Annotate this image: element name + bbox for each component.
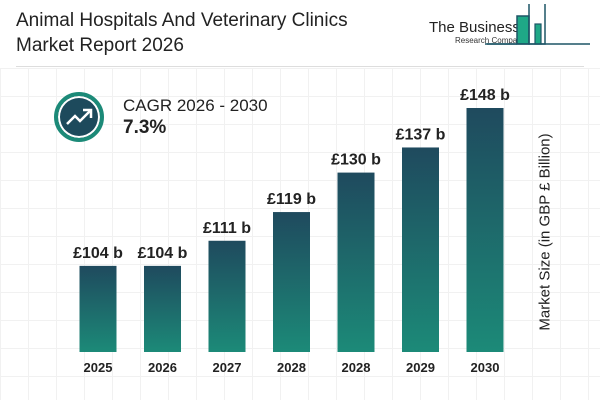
data-label: £148 b (460, 87, 510, 104)
logo: The Business Research Company (425, 4, 595, 48)
logo-text: The Business (429, 19, 520, 36)
x-tick-label: 2030 (471, 360, 500, 375)
data-label: £130 b (331, 152, 381, 169)
x-tick-label: 2029 (406, 360, 435, 375)
title-line-2: Market Report 2026 (16, 35, 184, 56)
bar (402, 147, 439, 352)
x-tick-label: 2025 (84, 360, 113, 375)
trend-up-icon (66, 108, 93, 125)
bar (79, 265, 117, 352)
logo-buildings-icon (485, 4, 590, 45)
bar (466, 108, 504, 352)
bar (273, 212, 310, 352)
logo-subtext: Research Company (455, 36, 526, 45)
bar (144, 265, 181, 352)
page-title: Animal Hospitals And Veterinary Clinics M… (16, 8, 348, 58)
cagr-label: CAGR 2026 - 2030 (123, 96, 268, 115)
data-label: £119 b (267, 191, 316, 208)
cagr-value: 7.3% (123, 117, 167, 138)
data-label: £137 b (396, 126, 446, 143)
data-label: £104 b (138, 245, 188, 262)
data-label: £104 b (73, 245, 123, 262)
bar (337, 172, 375, 352)
cagr-badge (54, 92, 104, 142)
x-tick-label: 2028 (342, 360, 371, 375)
x-tick-label: 2028 (277, 360, 306, 375)
data-label: £111 b (203, 220, 251, 237)
divider (16, 66, 584, 67)
x-tick-label: 2027 (213, 360, 242, 375)
title-line-1: Animal Hospitals And Veterinary Clinics (16, 10, 348, 31)
bar (208, 240, 246, 352)
x-tick-label: 2026 (148, 360, 177, 375)
